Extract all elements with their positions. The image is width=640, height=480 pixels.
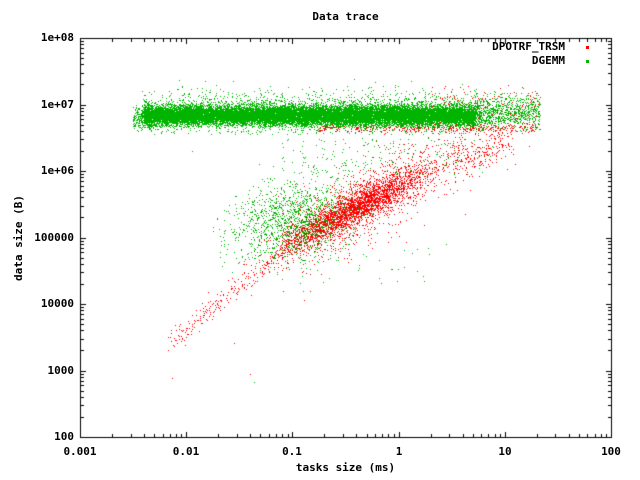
chart-title: Data trace xyxy=(312,10,379,23)
y-tick-label: 10000 xyxy=(40,297,74,310)
x-tick-label: 0.01 xyxy=(172,445,200,458)
y-tick-label: 1e+06 xyxy=(40,164,74,177)
legend-marker-green-dot xyxy=(586,60,589,63)
y-tick-label: 1e+07 xyxy=(40,98,74,111)
legend-entry-dgemm: DGEMM xyxy=(531,54,565,67)
legend-marker-red-dot xyxy=(586,46,589,49)
x-tick-label: 100 xyxy=(601,445,621,458)
x-axis-title: tasks size (ms) xyxy=(295,461,396,474)
y-tick-label: 100 xyxy=(54,430,74,443)
y-tick-label: 1000 xyxy=(47,364,75,377)
x-tick-label: 1 xyxy=(395,445,403,458)
x-tick-label: 0.1 xyxy=(282,445,302,458)
legend-entry-dpotrf-trsm: DPOTRF_TRSM xyxy=(492,40,565,53)
y-tick-label: 100000 xyxy=(34,231,74,244)
x-tick-label: 0.001 xyxy=(63,445,97,458)
x-tick-label: 10 xyxy=(498,445,512,458)
y-tick-label: 1e+08 xyxy=(40,31,74,44)
